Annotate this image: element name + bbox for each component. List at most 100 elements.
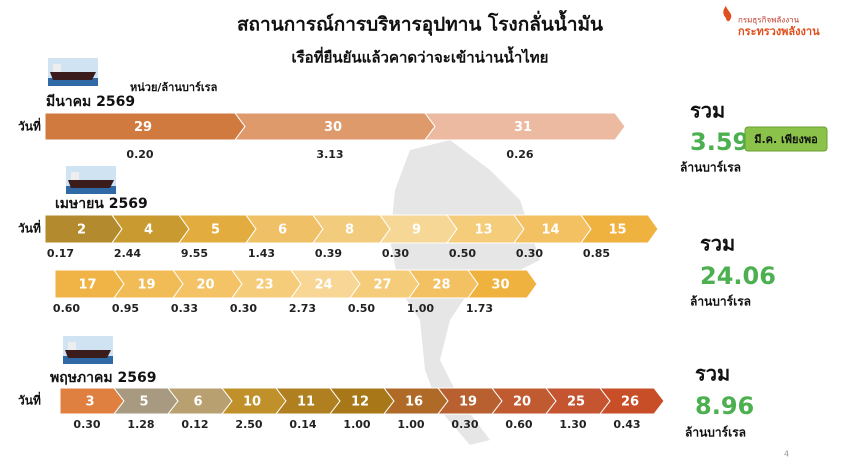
title: สถานการณ์การบริหารอุปทาน โรงกลั่นน้ำมัน	[237, 10, 603, 37]
day-number: 6	[278, 223, 287, 238]
day-number: 17	[78, 278, 96, 293]
month-label: เมษายน 2569	[55, 196, 148, 212]
volume-value: 0.26	[506, 148, 533, 161]
day-chevron	[467, 269, 538, 299]
volume-value: 2.50	[235, 418, 262, 431]
logo-line2: กระทรวงพลังงาน	[738, 25, 820, 38]
volume-value: 0.12	[181, 418, 208, 431]
month-label: มีนาคม 2569	[46, 94, 135, 110]
day-number: 24	[314, 278, 332, 293]
ship-sea	[48, 78, 98, 86]
day-number: 5	[211, 223, 220, 238]
volume-value: 0.17	[47, 247, 74, 260]
volume-value: 0.95	[112, 302, 139, 315]
total-label: รวม	[695, 362, 730, 386]
volume-value: 0.50	[449, 247, 476, 260]
volume-value: 0.30	[451, 418, 478, 431]
ship-hull	[65, 350, 111, 358]
volume-value: 0.60	[53, 302, 80, 315]
subtitle: เรือที่ยืนยันแล้วคาดว่าจะเข้าน่านน้ำไทย	[292, 46, 549, 67]
logo-flame	[723, 6, 732, 22]
total-value: 24.06	[700, 262, 776, 290]
unit-label: หน่วย/ล้านบาร์เรล	[130, 81, 218, 94]
volume-value: 2.44	[114, 247, 141, 260]
ship-sea	[63, 356, 113, 364]
day-number: 31	[514, 120, 532, 135]
total-value: 3.59	[690, 128, 749, 156]
day-number: 8	[345, 223, 354, 238]
ship-sea	[66, 186, 116, 194]
volume-value: 1.28	[127, 418, 154, 431]
day-label: วันที่	[18, 220, 41, 236]
volume-value: 1.00	[407, 302, 434, 315]
day-number: 10	[243, 395, 261, 410]
total-label: รวม	[690, 99, 725, 123]
day-number: 19	[459, 395, 477, 410]
day-number: 11	[297, 395, 315, 410]
day-number: 15	[608, 223, 626, 238]
volume-value: 0.30	[73, 418, 100, 431]
day-number: 23	[255, 278, 273, 293]
day-number: 2	[77, 223, 86, 238]
ship-bridge	[71, 172, 79, 180]
total-unit: ล้านบาร์เรล	[690, 295, 751, 309]
volume-value: 0.14	[289, 418, 316, 431]
ship-hull	[50, 72, 96, 80]
day-number: 25	[567, 395, 585, 410]
volume-value: 1.30	[559, 418, 586, 431]
day-number: 30	[491, 278, 509, 293]
badge	[744, 126, 828, 152]
volume-value: 0.39	[315, 247, 342, 260]
day-number: 19	[137, 278, 155, 293]
day-chevron	[598, 387, 665, 415]
day-chevron	[580, 214, 659, 244]
ship-bridge	[68, 342, 76, 350]
volume-value: 3.13	[316, 148, 343, 161]
day-label: วันที่	[18, 118, 41, 134]
day-number: 20	[196, 278, 214, 293]
volume-value: 1.73	[466, 302, 493, 315]
day-number: 9	[412, 223, 421, 238]
day-chevron	[424, 112, 626, 141]
day-number: 29	[134, 120, 152, 135]
total-unit: ล้านบาร์เรล	[685, 426, 746, 440]
badge-text: มี.ค. เพียงพอ	[754, 133, 817, 146]
total-unit: ล้านบาร์เรล	[680, 161, 741, 175]
day-number: 3	[85, 395, 94, 410]
day-number: 13	[474, 223, 492, 238]
volume-value: 9.55	[181, 247, 208, 260]
volume-value: 0.30	[382, 247, 409, 260]
volume-value: 0.33	[171, 302, 198, 315]
ship-hull	[68, 180, 114, 188]
volume-value: 0.85	[583, 247, 610, 260]
day-number: 28	[432, 278, 450, 293]
day-number: 16	[405, 395, 423, 410]
day-number: 20	[513, 395, 531, 410]
ship-bridge	[53, 64, 61, 72]
day-label: วันที่	[18, 392, 41, 408]
day-number: 5	[139, 395, 148, 410]
volume-value: 1.00	[343, 418, 370, 431]
volume-value: 1.43	[248, 247, 275, 260]
day-number: 14	[541, 223, 559, 238]
day-number: 6	[193, 395, 202, 410]
day-number: 4	[144, 223, 153, 238]
volume-value: 0.50	[348, 302, 375, 315]
total-label: รวม	[700, 232, 735, 256]
volume-value: 0.30	[230, 302, 257, 315]
logo-line1: กรมธุรกิจพลังงาน	[738, 16, 800, 25]
page-number: 4	[784, 450, 789, 459]
volume-value: 0.30	[516, 247, 543, 260]
volume-value: 0.43	[613, 418, 640, 431]
volume-value: 0.20	[126, 148, 153, 161]
volume-value: 2.73	[289, 302, 316, 315]
day-number: 26	[621, 395, 639, 410]
day-number: 27	[373, 278, 391, 293]
month-label: พฤษภาคม 2569	[50, 370, 156, 386]
total-value: 8.96	[695, 392, 754, 420]
day-number: 12	[351, 395, 369, 410]
day-number: 30	[324, 120, 342, 135]
volume-value: 1.00	[397, 418, 424, 431]
volume-value: 0.60	[505, 418, 532, 431]
